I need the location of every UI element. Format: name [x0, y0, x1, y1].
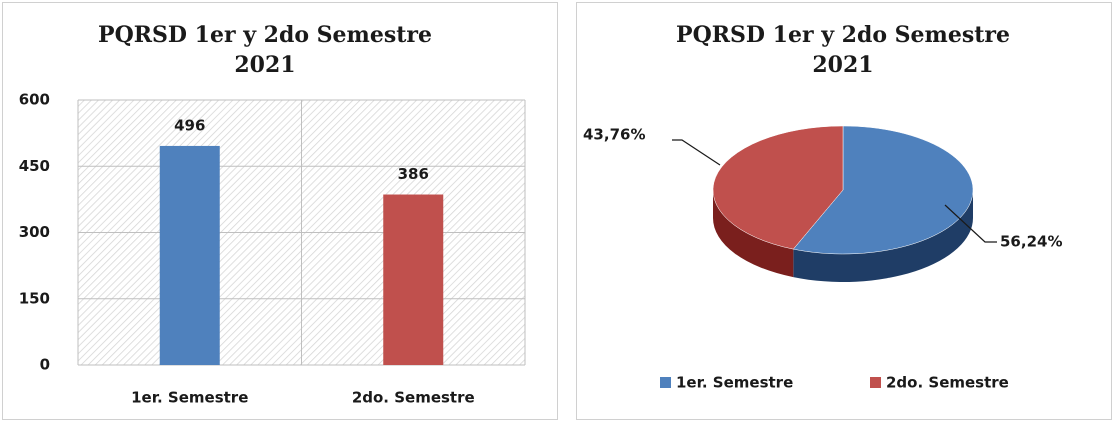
data-label: 386	[398, 165, 429, 183]
y-tick-label: 300	[19, 223, 50, 241]
x-tick-label: 2do. Semestre	[352, 389, 475, 407]
data-label: 43,76%	[583, 126, 645, 144]
slice	[712, 125, 844, 250]
leader-line	[672, 139, 721, 166]
legend-label: 2do. Semestre	[886, 374, 1009, 392]
y-tick-label: 450	[19, 157, 50, 175]
y-tick-label: 600	[19, 91, 50, 109]
x-tick-label: 1er. Semestre	[131, 389, 248, 407]
slice	[792, 125, 974, 255]
data-label: 496	[174, 116, 205, 134]
y-tick-label: 150	[19, 289, 50, 307]
leader-line	[944, 204, 997, 243]
slice-side	[793, 190, 973, 282]
slice-side	[713, 190, 794, 278]
legend-swatch	[870, 377, 881, 388]
legend-swatch	[660, 377, 671, 388]
data-label: 56,24%	[1000, 233, 1062, 251]
chart-title: PQRSD 1er y 2do Semestre 2021	[676, 22, 1010, 78]
legend-label: 1er. Semestre	[676, 374, 793, 392]
bar	[159, 145, 220, 365]
chart-title: PQRSD 1er y 2do Semestre 2021	[98, 22, 432, 78]
y-tick-label: 0	[40, 356, 50, 374]
bar	[383, 194, 444, 365]
